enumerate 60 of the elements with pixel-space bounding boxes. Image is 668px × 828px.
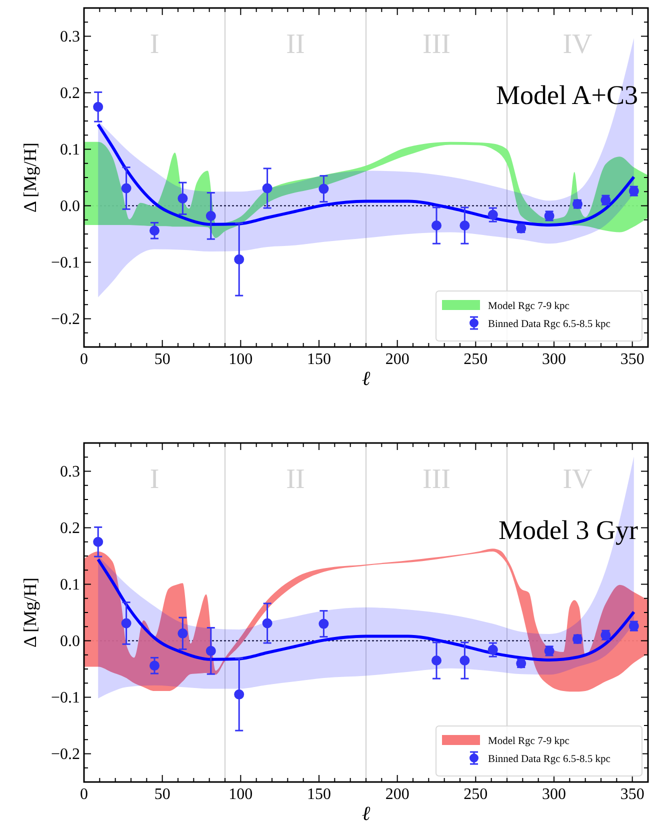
point (178, 628, 188, 638)
x-tick-label: 150 (307, 351, 331, 368)
x-axis-title: ℓ (362, 803, 371, 825)
text: Model 3 Gyr (498, 515, 638, 545)
point (121, 183, 132, 194)
x-tick-label: 50 (154, 786, 170, 803)
y-tick-label: 0.0 (60, 632, 80, 650)
x-tick-label: 100 (228, 786, 253, 803)
x-tick-label: 0 (80, 786, 88, 803)
x-tick-label: 250 (464, 351, 488, 368)
point (93, 536, 104, 547)
point (150, 660, 160, 671)
point (121, 618, 132, 628)
y-tick-label: −0.1 (50, 254, 80, 272)
point (460, 220, 470, 231)
legend-label: Model Rgc 7-9 kpc (488, 736, 570, 747)
legend-label: Binned Data Rgc 6.5-8.5 kpc (488, 319, 611, 330)
x-tick-label: 0 (80, 351, 88, 368)
y-tick-label: 0.3 (60, 463, 80, 480)
y-tick-label: 0.1 (60, 141, 80, 158)
point (234, 689, 244, 700)
y-tick-label: 0.2 (60, 520, 80, 537)
point (432, 656, 442, 666)
y-tick-label: −0.2 (50, 746, 80, 763)
y-tick-label: −0.2 (50, 310, 80, 328)
point (432, 220, 442, 231)
x-tick-label: 300 (542, 351, 566, 368)
point (150, 226, 160, 236)
point (93, 102, 104, 112)
y-tick-label: 0.0 (60, 198, 80, 215)
y-tick-label: −0.1 (50, 689, 80, 706)
y-axis-title: Δ [Mg/H] (20, 577, 40, 648)
x-axis-title: ℓ (362, 368, 371, 390)
y-axis-title: Δ [Mg/H] (20, 142, 40, 213)
point (178, 193, 188, 204)
x-tick-label: 350 (620, 351, 644, 368)
y-tick-label: 0.2 (60, 84, 80, 102)
point (318, 184, 329, 194)
x-tick-label: 200 (385, 351, 410, 368)
legend-label: Model Rgc 7-9 kpc (488, 301, 570, 312)
text: Model A+C3 (496, 80, 638, 110)
y-tick-label: 0.1 (60, 576, 80, 594)
point (488, 210, 498, 220)
x-tick-label: 200 (385, 786, 410, 803)
point (206, 646, 216, 656)
x-tick-label: 150 (307, 786, 331, 803)
point (206, 210, 216, 221)
point (460, 656, 470, 666)
x-tick-label: 50 (154, 351, 170, 368)
point (318, 618, 329, 629)
x-tick-label: 350 (620, 786, 644, 803)
legend-label: Binned Data Rgc 6.5-8.5 kpc (488, 754, 611, 765)
x-tick-label: 300 (542, 786, 566, 803)
point (234, 254, 244, 264)
y-tick-label: 0.3 (60, 28, 80, 46)
point (262, 618, 272, 628)
point (262, 183, 272, 194)
x-tick-label: 100 (228, 351, 253, 368)
point (488, 644, 498, 655)
x-tick-label: 250 (464, 786, 488, 803)
